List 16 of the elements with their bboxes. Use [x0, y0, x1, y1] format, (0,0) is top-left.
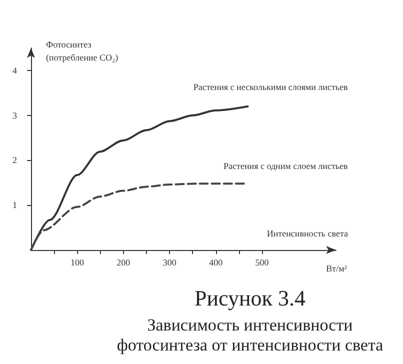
y-tick-label: 3 [12, 110, 18, 120]
text: Вт/м² [326, 264, 348, 274]
x-tick-label: 200 [116, 258, 131, 268]
text: Рисунок 3.4 [194, 286, 306, 310]
text: Зависимость интенсивности фотосинтеза от интенсивности света [116, 316, 384, 354]
text: Растения с несколькими слоями листьев [193, 82, 348, 92]
x-tick-label: 500 [255, 258, 270, 268]
x-tick-label: 300 [162, 258, 177, 268]
y-axis-title: Фотосинтез (потребление CO₂) [46, 40, 118, 62]
y-tick-label: 2 [12, 155, 17, 166]
x-tick-label: 100 [70, 258, 84, 268]
x-axis-title: Интенсивность света [266, 228, 348, 238]
x-tick-label: 400 [209, 258, 224, 268]
series-label: Растения с одним слоем листьев [224, 161, 348, 172]
y-tick-label: 1 [12, 200, 17, 210]
y-tick-label: 4 [12, 65, 18, 76]
